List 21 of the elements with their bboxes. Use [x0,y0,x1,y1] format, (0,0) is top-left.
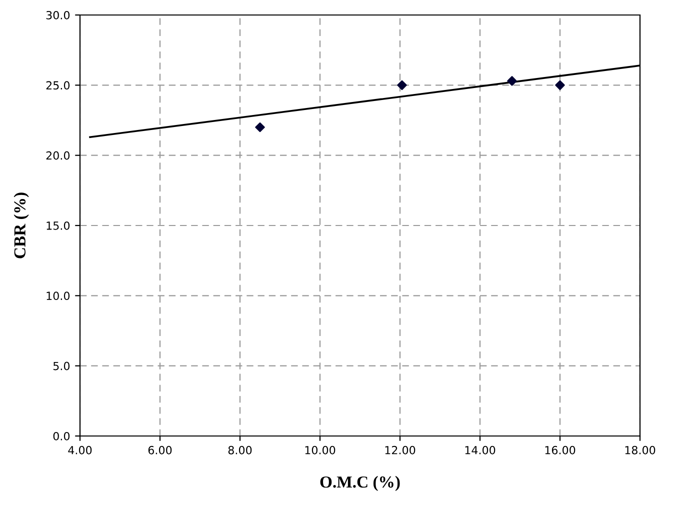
y-tick-label: 30.0 [46,10,70,20]
x-tick-label: 18.00 [625,446,656,454]
x-tick-label: 6.00 [148,446,172,454]
x-axis-title: O.M.C (%) [320,476,400,492]
point [255,122,265,132]
x-tick-label: 14.00 [465,446,496,454]
x-tick-label: 16.00 [545,446,576,454]
point [507,76,517,86]
y-tick-label: 0.0 [53,432,70,440]
x-tick-label: 4.00 [68,446,92,454]
y-axis-title: CBR (%) [14,192,29,258]
x-tick-label: 12.00 [385,446,416,454]
y-tick-label: 20.0 [46,151,70,160]
point [397,80,407,90]
point [555,80,565,90]
y-tick-label: 10.0 [46,292,70,300]
y-tick-label: 5.0 [53,362,70,370]
y-tick-label: 15.0 [46,221,70,230]
x-tick-label: 8.00 [228,446,252,454]
x-tick-label: 10.00 [305,446,336,454]
y-tick-label: 25.0 [46,81,70,90]
